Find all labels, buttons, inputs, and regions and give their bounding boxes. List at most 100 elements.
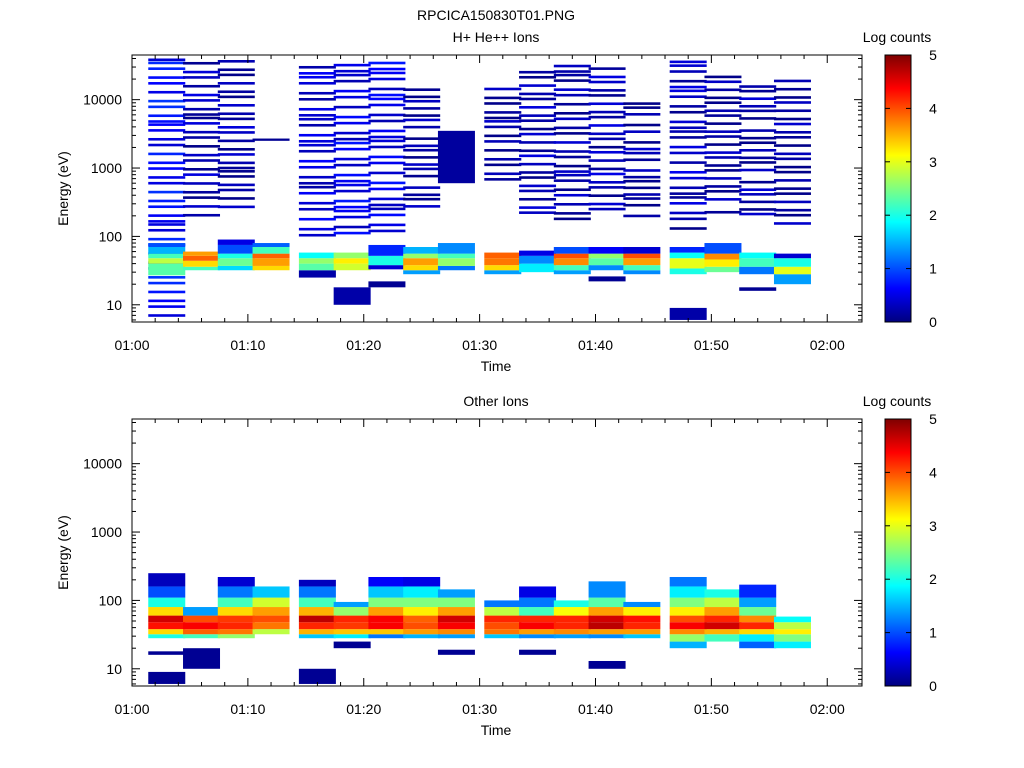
heatmap-cell	[368, 281, 406, 288]
heatmap-cell	[183, 99, 221, 102]
heatmap-cell	[773, 266, 811, 275]
heatmap-cell	[403, 144, 441, 148]
heatmap-cell	[148, 120, 186, 123]
heatmap-cell	[588, 265, 626, 271]
heatmap-cell	[588, 207, 626, 211]
heatmap-cell	[183, 113, 221, 116]
heatmap-cell	[669, 70, 707, 73]
heatmap-cell	[148, 276, 186, 279]
heatmap-cell	[739, 615, 777, 623]
heatmap-cell	[588, 194, 626, 198]
heatmap-cell	[739, 180, 777, 184]
y-tick-label: 10000	[83, 456, 122, 472]
heatmap-cell	[704, 114, 742, 117]
heatmap-cell	[298, 622, 336, 630]
heatmap-cell	[148, 247, 186, 254]
heatmap-cell	[368, 71, 406, 75]
heatmap-cell	[403, 597, 441, 608]
heatmap-cell	[739, 208, 777, 211]
heatmap-cell	[148, 58, 186, 62]
heatmap-cell	[553, 615, 591, 623]
heatmap-cell	[623, 253, 661, 259]
heatmap-cell	[298, 270, 336, 278]
heatmap-cell	[148, 76, 186, 79]
heatmap-cell	[739, 597, 777, 608]
heatmap-cell	[217, 175, 255, 178]
heatmap-cell	[333, 199, 371, 203]
heatmap-cell	[217, 126, 255, 129]
heatmap-cell	[148, 105, 186, 109]
heatmap-cell	[519, 189, 557, 193]
heatmap-cell	[183, 159, 221, 162]
x-tick-label: 01:40	[578, 337, 613, 353]
heatmap-cell	[588, 145, 626, 149]
heatmap-cell	[148, 67, 186, 70]
heatmap-cell	[704, 130, 742, 133]
heatmap-cell	[669, 607, 707, 616]
heatmap-cell	[484, 622, 522, 630]
heatmap-cell	[217, 117, 255, 121]
heatmap-cell	[148, 314, 186, 317]
heatmap-cell	[217, 148, 255, 151]
heatmap-cell	[183, 70, 221, 74]
heatmap-cell	[519, 162, 557, 166]
heatmap-cell	[553, 70, 591, 73]
heatmap-cell	[333, 189, 371, 193]
heatmap-cell	[333, 121, 371, 125]
heatmap-cell	[588, 159, 626, 162]
heatmap-cell	[588, 202, 626, 206]
heatmap-cell	[368, 93, 406, 97]
heatmap-cell	[773, 622, 811, 630]
heatmap-cell	[148, 615, 186, 623]
heatmap-cell	[298, 227, 336, 231]
heatmap-cell	[148, 176, 186, 179]
colorbar-tick-label: 4	[929, 100, 937, 116]
heatmap-cell	[217, 131, 255, 134]
panel-title: H+ He++ Ions	[453, 29, 540, 45]
heatmap-cell	[519, 75, 557, 79]
heatmap-cell	[403, 99, 441, 103]
heatmap-cell	[148, 597, 186, 608]
heatmap-cell	[623, 130, 661, 133]
heatmap-cell	[368, 229, 406, 233]
heatmap-cell	[298, 217, 336, 221]
heatmap-cell	[623, 634, 661, 639]
heatmap-cell	[704, 177, 742, 180]
heatmap-cell	[588, 80, 626, 84]
heatmap-cell	[588, 253, 626, 259]
heatmap-cell	[588, 181, 626, 184]
heatmap-cell	[217, 153, 255, 156]
heatmap-cell	[252, 615, 290, 623]
heatmap-cell	[484, 140, 522, 143]
heatmap-cell	[403, 622, 441, 630]
heatmap-cell	[588, 132, 626, 136]
heatmap-cell	[623, 258, 661, 266]
heatmap-cell	[333, 137, 371, 141]
x-tick-label: 01:50	[694, 701, 729, 717]
heatmap-cell	[623, 169, 661, 172]
heatmap-cell	[437, 243, 475, 254]
heatmap-cell	[739, 109, 777, 113]
heatmap-cell	[739, 161, 777, 164]
heatmap-cell	[298, 207, 336, 211]
heatmap-cell	[148, 299, 186, 303]
heatmap-cell	[553, 132, 591, 135]
heatmap-cell	[252, 607, 290, 616]
heatmap-cell	[739, 607, 777, 616]
heatmap-cell	[333, 141, 371, 145]
x-tick-label: 01:30	[462, 701, 497, 717]
heatmap-cell	[773, 79, 811, 83]
heatmap-cell	[553, 188, 591, 192]
heatmap-cell	[669, 60, 707, 64]
heatmap-cell	[669, 151, 707, 155]
heatmap-cell	[368, 615, 406, 623]
heatmap-cell	[148, 123, 186, 126]
heatmap-cell	[773, 258, 811, 267]
heatmap-cell	[623, 106, 661, 109]
heatmap-cell	[217, 139, 255, 143]
heatmap-cell	[519, 197, 557, 201]
x-tick-label: 01:10	[230, 337, 265, 353]
heatmap-cell	[148, 199, 186, 203]
heatmap-cell	[553, 141, 591, 144]
heatmap-cell	[588, 94, 626, 97]
